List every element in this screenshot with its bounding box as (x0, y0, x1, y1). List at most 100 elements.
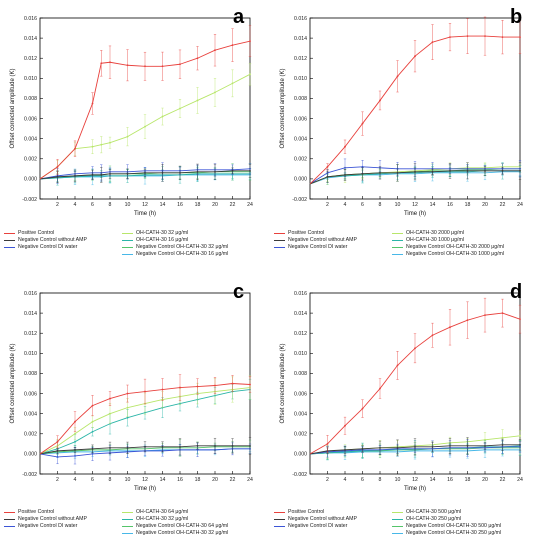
data-point (431, 445, 434, 448)
data-point (109, 141, 111, 144)
data-point (414, 347, 416, 350)
data-point (231, 382, 234, 385)
legend-label: Negative Control OH-CATH-30 1000 μg/ml (406, 251, 505, 257)
data-point (466, 319, 469, 322)
data-point (501, 443, 504, 446)
data-point (214, 384, 216, 387)
data-point (326, 442, 329, 445)
legend-label: Negative Control OH-CATH-30 500 μg/ml (406, 523, 502, 529)
x-tick-label: 16 (447, 477, 453, 483)
data-point (396, 364, 399, 367)
legend-label: OH-CATH-30 16 μg/ml (136, 237, 189, 243)
data-point (196, 385, 199, 388)
legend-label: OH-CATH-30 32 μg/ml (136, 516, 189, 522)
data-point (214, 170, 216, 173)
legend-label: Negative Control without AMP (18, 237, 87, 243)
data-point (100, 143, 103, 146)
y-tick-label: 0.000 (294, 452, 307, 458)
legend: Positive Control OH-CATH-30 2000 μg/ml Neg… (274, 230, 536, 260)
data-point (126, 406, 129, 409)
series-2 (309, 437, 522, 457)
legend-swatch (392, 526, 403, 527)
legend-swatch (122, 512, 133, 513)
x-tick-label: 14 (430, 477, 436, 483)
data-point (431, 41, 434, 44)
legend-label: Positive Control (288, 509, 325, 515)
x-tick-label: 20 (212, 477, 218, 483)
panel-label: a (233, 6, 245, 28)
data-point (74, 420, 76, 423)
legend-swatch (392, 533, 403, 534)
data-point (126, 172, 129, 175)
x-tick-label: 12 (412, 202, 418, 208)
x-tick-label: 16 (177, 477, 183, 483)
legend-swatch (4, 526, 15, 527)
x-tick-label: 18 (465, 202, 471, 208)
data-point (196, 170, 199, 173)
data-point (214, 49, 216, 52)
legend-swatch (392, 247, 403, 248)
series-4 (39, 375, 252, 455)
legend-swatch (4, 233, 15, 234)
data-point (144, 390, 146, 393)
legend-label: OH-CATH-30 500 μg/ml (406, 509, 462, 515)
x-axis-label: Time (h) (134, 486, 156, 492)
legend-swatch (274, 526, 285, 527)
legend-swatch (274, 247, 285, 248)
data-point (501, 436, 504, 439)
panel-label: c (233, 281, 245, 303)
data-point (126, 135, 129, 138)
y-tick-label: 0.006 (294, 391, 307, 397)
y-tick-label: 0.008 (294, 96, 307, 102)
y-tick-label: 0.012 (294, 56, 307, 62)
data-point (519, 318, 521, 321)
x-tick-label: 10 (125, 477, 131, 483)
legend-label: OH-CATH-30 1000 μg/ml (406, 237, 464, 243)
y-tick-label: 0.012 (294, 331, 307, 337)
x-tick-label: 24 (247, 477, 253, 483)
data-point (501, 169, 504, 172)
data-point (466, 444, 469, 447)
data-point (344, 173, 346, 176)
data-point (414, 445, 416, 448)
data-point (126, 446, 129, 449)
x-tick-label: 16 (177, 202, 183, 208)
legend-label: Negative Control without AMP (288, 237, 357, 243)
data-point (91, 173, 94, 176)
legend-swatch (4, 512, 15, 513)
x-tick-label: 20 (482, 202, 488, 208)
legend-swatch (122, 247, 133, 248)
data-point (396, 446, 399, 449)
legend-swatch (392, 233, 403, 234)
y-tick-label: 0.012 (24, 331, 37, 337)
y-tick-label: 0.002 (24, 432, 37, 438)
data-point (109, 172, 111, 175)
legend: Positive Control OH-CATH-30 64 μg/ml Negat… (4, 509, 266, 539)
data-point (484, 438, 486, 441)
y-tick-label: 0.010 (294, 351, 307, 357)
legend-swatch (122, 526, 133, 527)
x-tick-label: 22 (500, 202, 506, 208)
x-tick-label: 22 (230, 202, 236, 208)
legend-label: Negative Control OH-CATH-30 32 μg/ml (136, 244, 229, 250)
x-axis-label: Time (h) (404, 486, 426, 492)
x-tick-label: 18 (465, 477, 471, 483)
series-line (39, 170, 250, 180)
legend-swatch (4, 247, 15, 248)
data-point (74, 455, 76, 457)
y-tick-label: 0.016 (294, 16, 307, 22)
x-axis-label: Time (h) (134, 211, 156, 217)
y-tick-label: 0.012 (24, 56, 37, 62)
panel-c: -0.002 0.000 0.002 0.004 0.006 0.008 0.010 0.01… (0, 275, 269, 550)
y-tick-label: 0.000 (294, 177, 307, 183)
legend-label: Positive Control (288, 230, 325, 236)
data-point (74, 174, 76, 177)
x-tick-label: 24 (517, 202, 523, 208)
data-point (379, 171, 381, 174)
data-point (56, 449, 59, 452)
data-point (231, 82, 234, 85)
y-tick-label: 0.014 (24, 36, 37, 42)
data-point (231, 444, 234, 447)
y-tick-label: 0.010 (24, 351, 37, 357)
data-point (231, 169, 234, 172)
